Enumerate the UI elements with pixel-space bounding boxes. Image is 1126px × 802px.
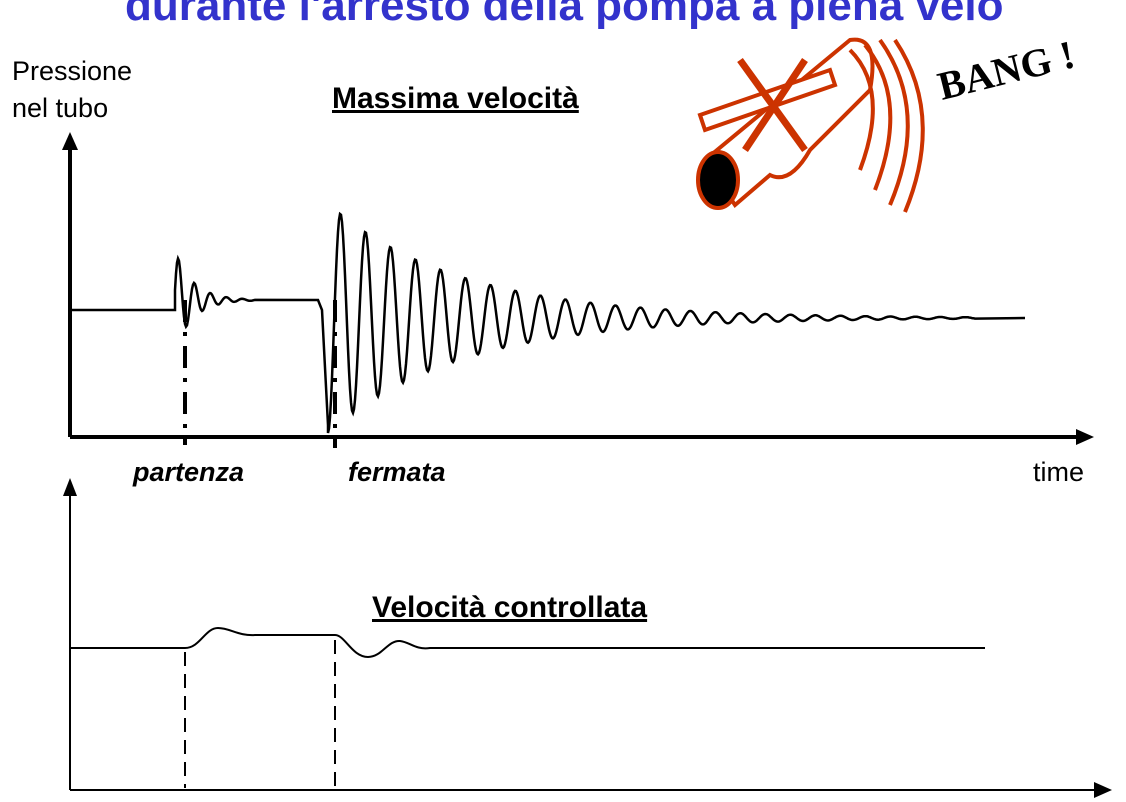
event-label: partenza	[132, 457, 244, 487]
chart-title: Massima velocità	[332, 82, 579, 115]
slide-title: durante l'arresto della pompa a piena ve…	[125, 0, 1004, 30]
controlled-wave	[70, 626, 985, 659]
pressure-wave	[70, 211, 1026, 434]
event-label: fermata	[348, 457, 446, 487]
cannon-icon	[696, 37, 925, 213]
axes	[62, 132, 1112, 798]
y-axis-label: Pressione	[12, 56, 132, 86]
event-markers	[183, 300, 337, 788]
y-axis-label: nel tubo	[12, 93, 108, 123]
chart-title: Velocità controllata	[372, 591, 647, 624]
annotation: BANG !	[933, 31, 1079, 108]
x-axis-label: time	[1033, 457, 1084, 487]
